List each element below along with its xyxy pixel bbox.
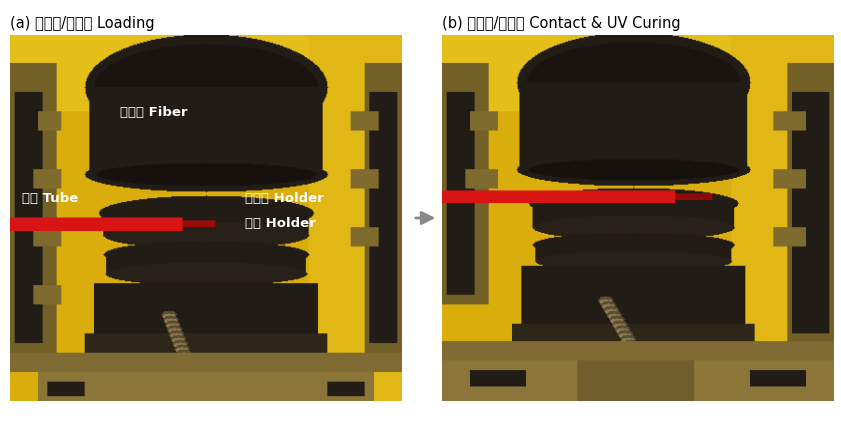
Text: 기판 Holder: 기판 Holder [246, 218, 316, 231]
Text: (b) 스탬프/기판의 Contact & UV Curing: (b) 스탬프/기판의 Contact & UV Curing [442, 16, 680, 31]
Text: (a) 스탬프/기판의 Loading: (a) 스탬프/기판의 Loading [10, 16, 155, 31]
Text: 스탬프 Holder: 스탬프 Holder [246, 192, 324, 205]
Text: 공압 Tube: 공압 Tube [23, 192, 78, 205]
Text: 자외선 Fiber: 자외선 Fiber [120, 106, 188, 119]
